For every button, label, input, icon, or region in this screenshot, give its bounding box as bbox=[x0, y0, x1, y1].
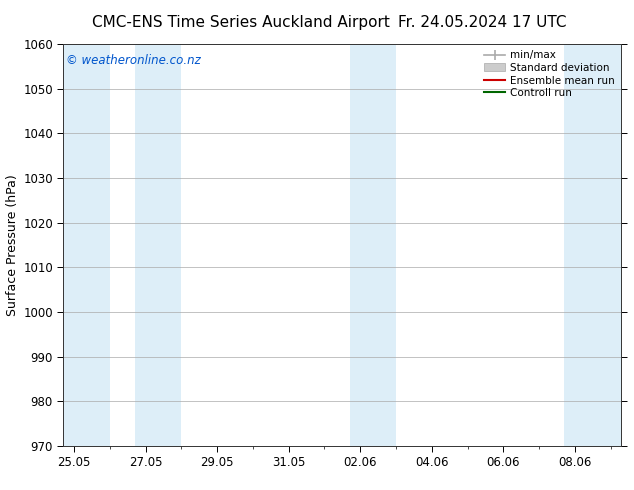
Text: © weatheronline.co.nz: © weatheronline.co.nz bbox=[66, 54, 201, 67]
Text: CMC-ENS Time Series Auckland Airport: CMC-ENS Time Series Auckland Airport bbox=[92, 15, 390, 29]
Y-axis label: Surface Pressure (hPa): Surface Pressure (hPa) bbox=[6, 174, 19, 316]
Text: Fr. 24.05.2024 17 UTC: Fr. 24.05.2024 17 UTC bbox=[398, 15, 566, 29]
Legend: min/max, Standard deviation, Ensemble mean run, Controll run: min/max, Standard deviation, Ensemble me… bbox=[481, 47, 618, 101]
Bar bbox=[135, 44, 181, 446]
Bar bbox=[564, 44, 621, 446]
Bar bbox=[349, 44, 396, 446]
Bar bbox=[63, 44, 110, 446]
